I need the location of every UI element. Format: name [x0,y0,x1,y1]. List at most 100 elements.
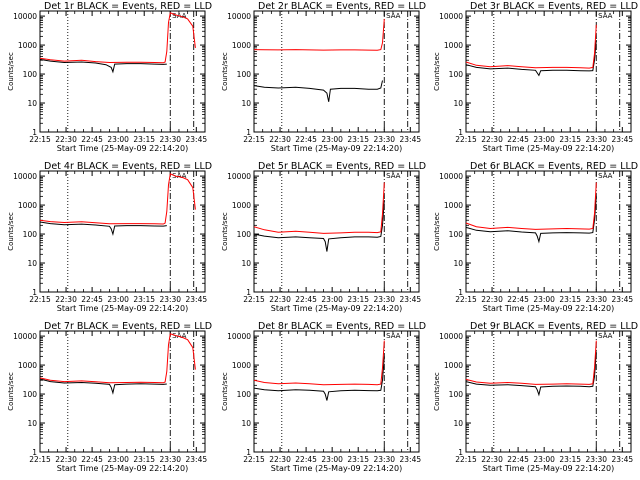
y-tick-label: 1000 [232,201,251,210]
y-axis-label: Counts/sec [433,52,441,91]
x-tick-label: 23:00 [321,135,343,144]
x-tick-label: 23:00 [533,135,555,144]
lld-series-line [253,18,385,51]
x-tick-label: 23:00 [321,455,343,464]
x-tick-label: 23:30 [159,295,181,304]
saa-annotation: SAA [386,332,401,340]
x-tick-label: 22:15 [243,295,265,304]
x-tick-label: 23:15 [133,295,155,304]
x-tick-label: 22:45 [507,295,529,304]
panel-title: Det 1r BLACK = Events, RED = LLD [44,1,212,12]
detector-panel-7: Det 7r BLACK = Events, RED = LLD 1 10 100 10… [7,321,212,473]
x-tick-label: 22:30 [269,455,291,464]
detector-panel-3: Det 3r BLACK = Events, RED = LLD 1 10 100 10… [433,1,638,153]
plot-frame [253,330,420,453]
y-tick-label: 100 [237,230,252,239]
lld-series-line [465,340,597,385]
y-tick-label: 1 [246,448,251,457]
x-axis-label: Start Time (25-May-09 22:14:20) [271,464,402,473]
detector-panel-8: Det 8r BLACK = Events, RED = LLD 1 10 100 10… [221,321,426,473]
x-tick-label: 22:30 [481,455,503,464]
detector-panel-2: Det 2r BLACK = Events, RED = LLD 1 10 100 10… [221,1,426,153]
x-tick-label: 22:15 [243,455,265,464]
x-tick-label: 22:30 [481,135,503,144]
x-tick-label: 22:45 [81,135,103,144]
x-tick-label: 23:45 [612,295,634,304]
plot-frame [39,10,206,133]
events-series-line [253,199,385,252]
x-axis-label: Start Time (25-May-09 22:14:20) [271,144,402,153]
y-tick-label: 10000 [439,332,463,341]
y-axis-label: Counts/sec [221,372,229,411]
lld-series-line [39,173,196,225]
saa-annotation: SAA [386,12,401,20]
detector-panel-6: Det 6r BLACK = Events, RED = LLD 1 10 100 10… [433,161,638,313]
y-tick-label: 1000 [18,201,37,210]
events-series-line [465,39,597,77]
x-tick-label: 23:00 [107,135,129,144]
x-tick-label: 22:30 [481,295,503,304]
x-tick-label: 22:30 [269,135,291,144]
y-tick-label: 10000 [227,332,251,341]
x-tick-label: 22:45 [295,135,317,144]
y-tick-label: 1000 [18,41,37,50]
x-tick-label: 23:15 [559,455,581,464]
plot-frame [465,10,632,133]
x-tick-label: 23:30 [373,295,395,304]
y-axis-label: Counts/sec [221,52,229,91]
y-tick-label: 10 [27,259,37,268]
y-tick-label: 10 [27,419,37,428]
y-tick-label: 100 [23,230,38,239]
y-tick-label: 1000 [232,361,251,370]
x-axis-label: Start Time (25-May-09 22:14:20) [57,144,188,153]
events-series-line [253,80,383,102]
y-tick-label: 10000 [13,172,37,181]
detector-panel-1: Det 1r BLACK = Events, RED = LLD 1 10 100 10… [7,1,212,153]
x-axis-label: Start Time (25-May-09 22:14:20) [483,464,614,473]
x-tick-label: 23:45 [400,135,422,144]
y-tick-label: 1000 [18,361,37,370]
lld-series-line [39,333,196,384]
x-tick-label: 23:15 [347,295,369,304]
x-tick-label: 22:45 [507,135,529,144]
x-tick-label: 23:00 [107,295,129,304]
x-tick-label: 23:30 [373,455,395,464]
x-tick-label: 22:15 [455,295,477,304]
y-tick-label: 1 [458,288,463,297]
x-tick-label: 23:15 [559,295,581,304]
y-axis-label: Counts/sec [433,212,441,251]
saa-annotation: SAA [386,172,401,180]
x-tick-label: 23:15 [133,135,155,144]
x-tick-label: 22:45 [507,455,529,464]
x-axis-label: Start Time (25-May-09 22:14:20) [57,464,188,473]
events-series-line [39,378,167,395]
y-axis-label: Counts/sec [7,372,15,411]
detector-panel-4: Det 4r BLACK = Events, RED = LLD 1 10 100 10… [7,161,212,313]
y-tick-label: 10000 [439,12,463,21]
x-tick-label: 22:45 [81,295,103,304]
plot-frame [465,330,632,453]
y-tick-label: 10000 [13,332,37,341]
x-tick-label: 23:45 [186,455,208,464]
y-tick-label: 10000 [439,172,463,181]
y-tick-label: 10000 [227,172,251,181]
x-tick-label: 23:30 [373,135,395,144]
x-tick-label: 23:45 [186,295,208,304]
x-tick-label: 23:30 [159,135,181,144]
panel-title: Det 5r BLACK = Events, RED = LLD [258,161,426,172]
saa-annotation: SAA [172,172,187,180]
y-tick-label: 1000 [444,361,463,370]
x-tick-label: 22:45 [295,295,317,304]
y-tick-label: 10000 [13,12,37,21]
events-series-line [39,58,167,74]
y-tick-label: 1000 [232,41,251,50]
y-tick-label: 10 [453,259,463,268]
x-tick-label: 23:15 [347,135,369,144]
events-series-line [465,351,597,397]
events-series-line [465,196,597,244]
lld-series-line [253,182,385,234]
x-tick-label: 23:30 [585,455,607,464]
panel-title: Det 8r BLACK = Events, RED = LLD [258,321,426,332]
panel-title: Det 6r BLACK = Events, RED = LLD [470,161,638,172]
y-tick-label: 10 [241,419,251,428]
